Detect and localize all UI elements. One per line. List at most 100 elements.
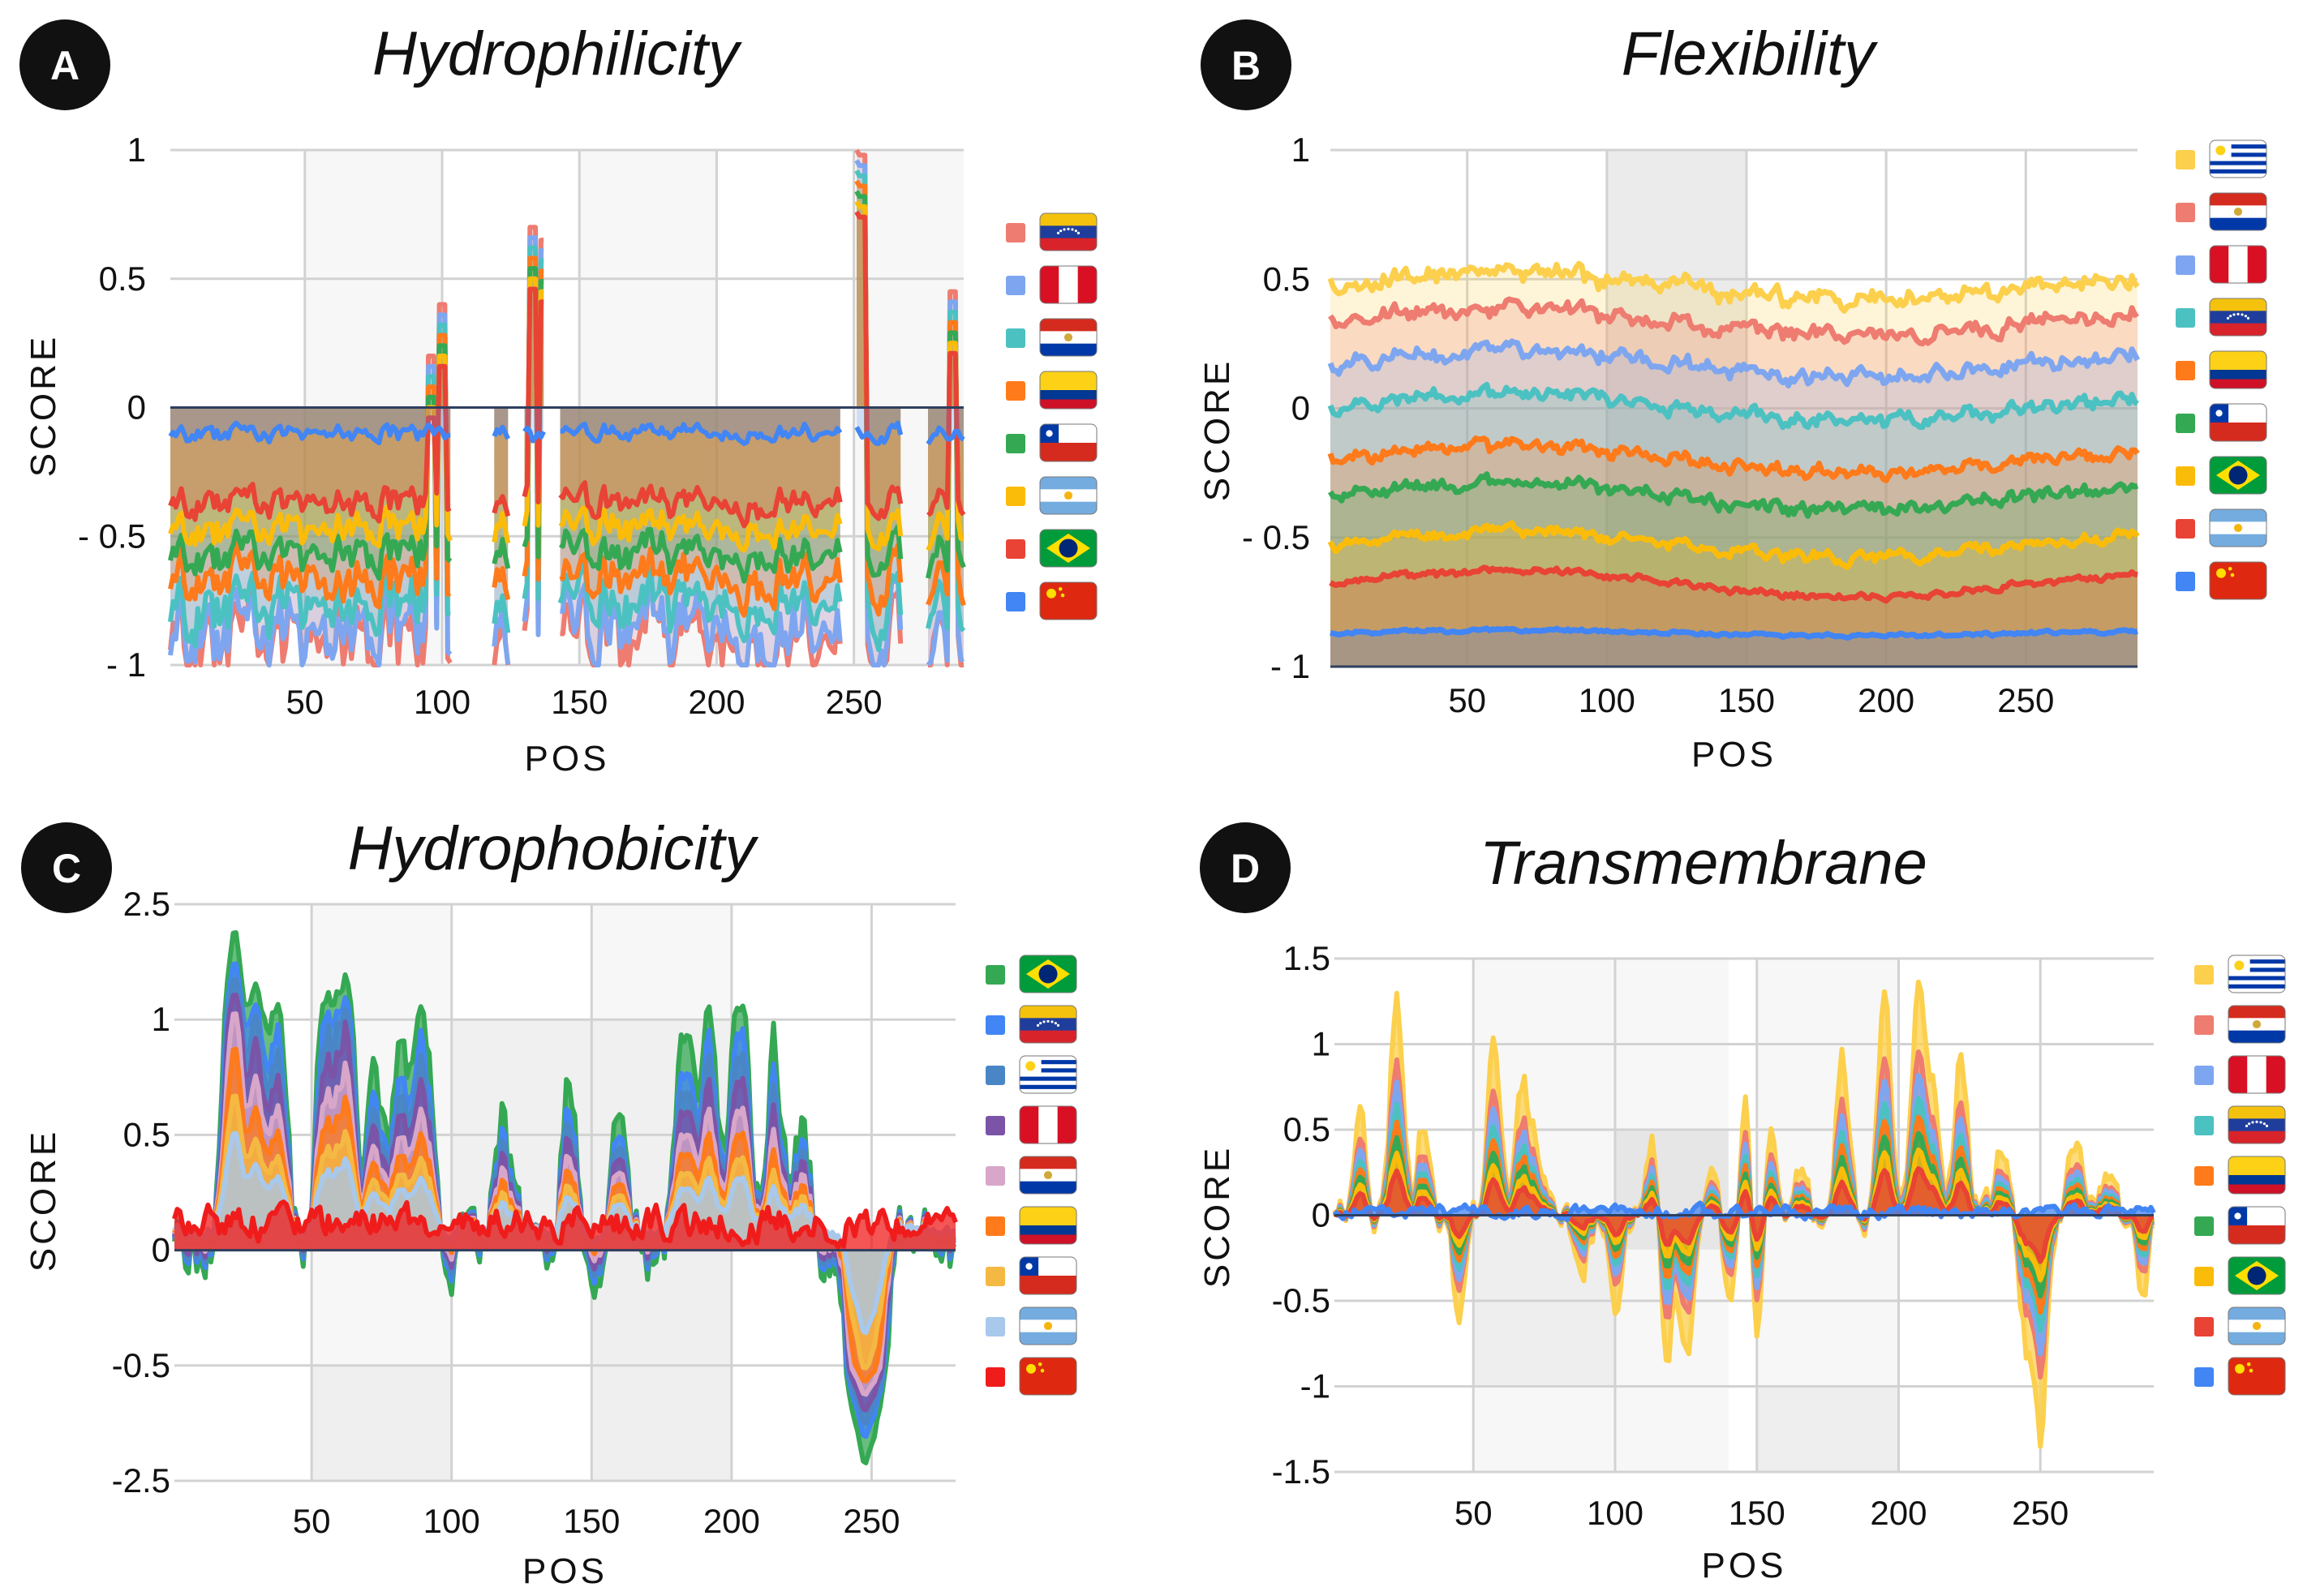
y-tick-label: 0.5 xyxy=(1283,1110,1330,1148)
series-line-paraguay xyxy=(168,322,451,649)
x-tick-label: 150 xyxy=(1718,681,1775,719)
flag-icon-brazil xyxy=(2228,1256,2286,1295)
y-tick-label: 2.5 xyxy=(123,885,170,923)
flag-icon-peru xyxy=(1019,1105,1077,1144)
series-line-colombia xyxy=(559,546,843,618)
chart-title: Hydrophobicity xyxy=(348,814,759,883)
series-area-china xyxy=(857,407,901,444)
flag-icon-peru xyxy=(1039,265,1098,304)
x-tick-label: 150 xyxy=(563,1502,620,1540)
flag-icon-brazil xyxy=(2209,456,2267,495)
flag-icon-venezuela xyxy=(2228,1105,2286,1144)
x-tick-label: 100 xyxy=(414,683,470,721)
x-tick-label: 100 xyxy=(423,1502,480,1540)
series-area-venezuela xyxy=(1330,384,2138,667)
flag-icon-chile xyxy=(2228,1206,2286,1245)
series-line-venezuela xyxy=(1327,381,2139,431)
legend-item xyxy=(2176,403,2267,442)
legend-swatch xyxy=(2194,1166,2214,1186)
series-line-paraguay xyxy=(854,169,904,653)
panel-badge-a xyxy=(19,19,110,110)
y-tick-label: 0 xyxy=(1291,389,1310,427)
series-line-paraguay xyxy=(492,593,511,633)
legend-item xyxy=(2194,955,2286,993)
shaded-band xyxy=(1756,1386,1899,1472)
x-tick-label: 250 xyxy=(1997,681,2054,719)
legend-item xyxy=(1006,476,1098,515)
legend-swatch xyxy=(2194,1015,2214,1035)
y-tick-label: 1 xyxy=(152,1000,170,1038)
x-tick-label: 50 xyxy=(286,683,324,721)
x-tick-label: 100 xyxy=(1587,1494,1643,1532)
x-tick-label: 100 xyxy=(1579,681,1635,719)
legend-swatch xyxy=(2194,1267,2214,1286)
legend-item xyxy=(2194,1306,2286,1345)
y-tick-label: 1 xyxy=(1312,1025,1330,1063)
series-line-china xyxy=(522,425,546,444)
series-line-argentina xyxy=(1329,564,2138,604)
x-tick-label: 200 xyxy=(688,683,745,721)
legend-swatch xyxy=(986,1216,1005,1236)
legend-swatch xyxy=(2176,203,2195,222)
legend-swatch xyxy=(2194,1116,2214,1135)
legend-item xyxy=(1006,529,1098,568)
y-tick-label: 1 xyxy=(127,131,146,169)
y-tick-label: 1 xyxy=(1291,131,1310,169)
legend-swatch xyxy=(2176,308,2195,328)
legend-swatch xyxy=(986,1267,1005,1286)
series-line-paraguay xyxy=(557,561,843,644)
panel-badge-c xyxy=(21,822,112,913)
legend-swatch xyxy=(2194,1066,2214,1085)
x-tick-label: 200 xyxy=(1870,1494,1927,1532)
flag-icon-uruguay xyxy=(1019,1055,1077,1094)
series-line-brazil xyxy=(926,350,966,517)
flag-icon-argentina xyxy=(1039,476,1098,515)
legend-swatch xyxy=(986,1367,1005,1387)
legend-swatch xyxy=(1006,434,1025,453)
series-line-chile xyxy=(854,190,904,578)
flag-icon-paraguay xyxy=(2228,1005,2286,1044)
legend-item xyxy=(2194,1156,2286,1195)
legend-swatch xyxy=(1006,539,1025,559)
legend-swatch xyxy=(1006,276,1025,295)
legend-swatch xyxy=(986,1317,1005,1336)
flag-icon-colombia xyxy=(1039,371,1098,410)
flag-icon-paraguay xyxy=(2209,192,2267,231)
flag-icon-colombia xyxy=(2209,350,2267,389)
legend-swatch xyxy=(1006,223,1025,242)
chart-title: Hydrophilicity xyxy=(372,19,742,88)
series-line-china xyxy=(926,425,965,446)
legend-swatch xyxy=(2176,255,2195,275)
flag-icon-china xyxy=(2228,1357,2286,1396)
series-line-china xyxy=(168,420,451,446)
legend-swatch xyxy=(986,1166,1005,1186)
x-tick-label: 150 xyxy=(551,683,608,721)
legend-item xyxy=(1006,581,1098,620)
series-line-colombia xyxy=(492,566,511,600)
x-tick-label: 200 xyxy=(1858,681,1914,719)
x-axis-label: POS xyxy=(1702,1546,1787,1585)
series-line-chile xyxy=(168,343,453,581)
series-area-chile xyxy=(1330,474,2138,667)
y-tick-label: - 1 xyxy=(1270,647,1310,685)
series-line-paraguay xyxy=(1328,296,2140,347)
series-line-chile xyxy=(1327,471,2139,519)
series-line-china xyxy=(492,424,510,440)
legend-item xyxy=(986,1055,1077,1094)
y-axis-label: SCORE xyxy=(1197,358,1237,501)
legend-swatch xyxy=(1006,381,1025,401)
legend-item xyxy=(2176,508,2267,547)
legend-item xyxy=(1006,318,1098,357)
series-line-brazil xyxy=(854,210,904,521)
flag-icon-paraguay xyxy=(1019,1156,1077,1195)
legend-swatch xyxy=(986,1116,1005,1135)
series-line-brazil xyxy=(492,494,511,517)
x-tick-label: 50 xyxy=(293,1502,331,1540)
panel-badge-d xyxy=(1200,822,1291,913)
series-line-uruguay xyxy=(1327,260,2140,314)
legend-item xyxy=(2194,1357,2286,1396)
flag-icon-argentina xyxy=(2228,1306,2286,1345)
flag-icon-china xyxy=(1019,1357,1077,1396)
series-line-argentina xyxy=(492,511,511,544)
legend-swatch xyxy=(2176,572,2195,591)
